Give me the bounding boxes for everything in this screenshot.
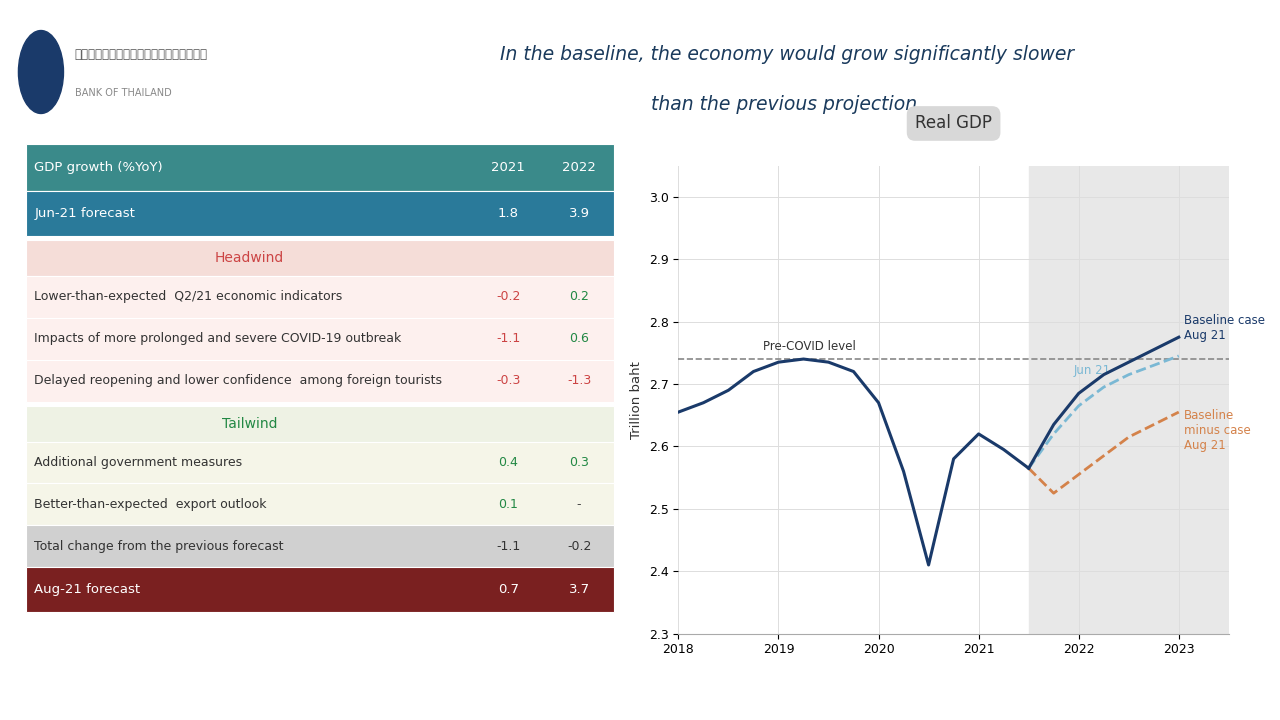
Text: 0.6: 0.6 [570, 332, 589, 346]
Text: -1.1: -1.1 [497, 540, 521, 553]
Bar [26, 526, 614, 567]
Text: Headwind: Headwind [215, 251, 284, 265]
Bar [1029, 166, 1229, 634]
Text: 3.9: 3.9 [568, 207, 590, 220]
Text: -0.2: -0.2 [497, 290, 521, 303]
Text: Total change from the previous forecast: Total change from the previous forecast [35, 540, 284, 553]
Text: 0.2: 0.2 [570, 290, 589, 303]
Text: ธนาคารแห่งประเทศไทย: ธนาคารแห่งประเทศไทย [74, 48, 207, 61]
Bar [26, 441, 614, 483]
Text: 0.7: 0.7 [498, 583, 518, 596]
Bar [26, 567, 614, 612]
Y-axis label: Trillion baht: Trillion baht [630, 361, 644, 438]
Text: 0.3: 0.3 [570, 456, 589, 469]
Text: Pre-COVID level: Pre-COVID level [763, 341, 856, 354]
Text: -0.3: -0.3 [497, 374, 521, 387]
Text: GDP growth (%YoY): GDP growth (%YoY) [35, 161, 163, 174]
Text: Additional government measures: Additional government measures [35, 456, 242, 469]
Ellipse shape [18, 30, 64, 114]
Bar [26, 191, 614, 236]
Text: -1.3: -1.3 [567, 374, 591, 387]
Text: Baseline
minus case
Aug 21: Baseline minus case Aug 21 [1184, 409, 1251, 452]
Bar [26, 276, 614, 318]
Bar [26, 406, 614, 441]
Bar [26, 318, 614, 360]
Text: than the previous projection.: than the previous projection. [652, 95, 923, 114]
Text: Baseline case
Aug 21: Baseline case Aug 21 [1184, 314, 1265, 342]
Text: -1.1: -1.1 [497, 332, 521, 346]
Bar [26, 240, 614, 276]
Text: Better-than-expected  export outlook: Better-than-expected export outlook [35, 498, 268, 511]
Text: BANK OF THAILAND: BANK OF THAILAND [74, 88, 172, 98]
Bar [26, 144, 614, 191]
Text: 1.8: 1.8 [498, 207, 518, 220]
Text: Tailwind: Tailwind [221, 417, 276, 431]
Text: Jun 21: Jun 21 [1074, 364, 1111, 377]
Text: Impacts of more prolonged and severe COVID-19 outbreak: Impacts of more prolonged and severe COV… [35, 332, 402, 346]
Text: 2022: 2022 [562, 161, 596, 174]
Bar [26, 483, 614, 526]
Text: 2021: 2021 [492, 161, 525, 174]
Text: -0.2: -0.2 [567, 540, 591, 553]
Text: Delayed reopening and lower confidence  among foreign tourists: Delayed reopening and lower confidence a… [35, 374, 443, 387]
Text: In the baseline, the economy would grow significantly slower: In the baseline, the economy would grow … [500, 45, 1074, 64]
Text: Real GDP: Real GDP [915, 114, 992, 132]
Bar [26, 360, 614, 402]
Text: 0.4: 0.4 [498, 456, 518, 469]
Text: 3.7: 3.7 [568, 583, 590, 596]
Text: 0.1: 0.1 [498, 498, 518, 511]
Text: Jun-21 forecast: Jun-21 forecast [35, 207, 136, 220]
Text: Aug-21 forecast: Aug-21 forecast [35, 583, 141, 596]
Text: -: - [577, 498, 581, 511]
Text: Lower-than-expected  Q2/21 economic indicators: Lower-than-expected Q2/21 economic indic… [35, 290, 343, 303]
